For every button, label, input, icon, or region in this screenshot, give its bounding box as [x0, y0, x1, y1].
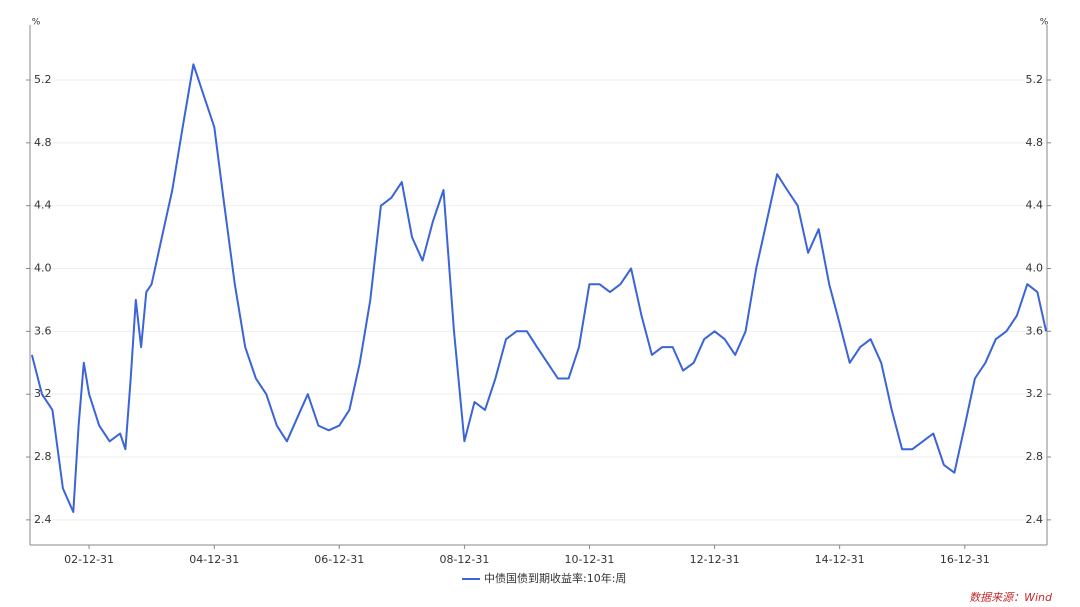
x-tick-label: 02-12-31: [64, 553, 114, 566]
line-series: [30, 63, 1048, 513]
y2-tick-label: 3.2: [1026, 387, 1044, 400]
source: 数据来源：Wind: [969, 591, 1053, 604]
x-tick-label: 10-12-31: [564, 553, 614, 566]
y-tick-label: 4.0: [34, 262, 52, 275]
x-tick-label: 12-12-31: [690, 553, 740, 566]
y2-tick-label: 2.8: [1026, 450, 1044, 463]
y2-tick-label: 4.0: [1026, 262, 1044, 275]
x-tick-label: 16-12-31: [940, 553, 990, 566]
y2-tick-label: 4.8: [1026, 136, 1044, 149]
y-tick-label: 2.8: [34, 450, 52, 463]
x-tick-label: 06-12-31: [314, 553, 364, 566]
y-tick-label: 5.2: [34, 73, 52, 86]
y2-unit: %: [1040, 18, 1049, 28]
y2-tick-label: 5.2: [1026, 73, 1044, 86]
y-tick-label: 4.8: [34, 136, 52, 149]
x-tick-label: 14-12-31: [815, 553, 865, 566]
y2-tick-label: 4.4: [1026, 199, 1044, 212]
y-tick-label: 2.4: [34, 513, 52, 526]
y2-tick-label: 2.4: [1026, 513, 1044, 526]
y-unit: %: [32, 18, 41, 28]
x-tick-label: 08-12-31: [439, 553, 489, 566]
x-tick-label: 04-12-31: [189, 553, 239, 566]
legend-label: 中债国债到期收益率:10年:周: [484, 571, 626, 585]
y-tick-label: 3.6: [34, 324, 52, 337]
y-tick-label: 4.4: [34, 199, 52, 212]
y2-tick-label: 3.6: [1026, 324, 1044, 337]
